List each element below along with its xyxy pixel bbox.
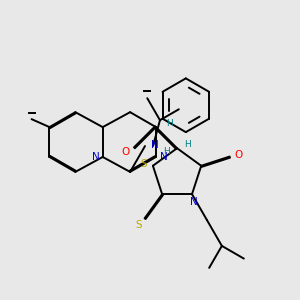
Text: H: H	[167, 119, 173, 128]
Text: O: O	[122, 147, 130, 157]
Text: N: N	[190, 197, 198, 207]
Text: H: H	[184, 140, 190, 149]
Text: O: O	[235, 150, 243, 160]
Text: N: N	[160, 152, 168, 162]
Text: N: N	[151, 140, 159, 150]
Text: S: S	[141, 159, 147, 169]
Text: S: S	[135, 220, 142, 230]
Text: H: H	[164, 146, 170, 155]
Text: N: N	[92, 152, 100, 162]
